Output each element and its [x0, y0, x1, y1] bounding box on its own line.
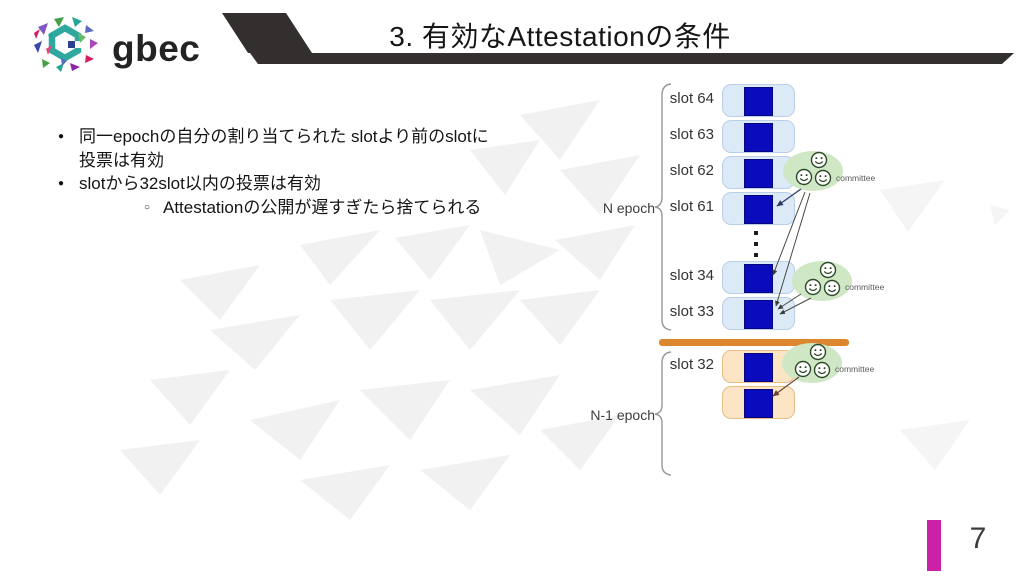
- slot-label-63: slot 63: [669, 126, 714, 143]
- sub-bullet-text: Attestationの公開が遅すぎたら捨てられる: [163, 197, 482, 217]
- epoch-n-1-label: N-1 epoch: [590, 407, 655, 423]
- title-banner: [222, 13, 1014, 64]
- gbec-logo-icon: [34, 17, 98, 72]
- smiley-icon: [810, 151, 828, 169]
- slot-block-62: [722, 156, 795, 189]
- bullet-item: ● slotから32slot以内の投票は有効: [58, 172, 598, 196]
- slot-label-32: slot 32: [669, 356, 714, 373]
- block-square: [744, 300, 773, 329]
- block-square: [744, 195, 773, 224]
- smiley-icon: [809, 343, 827, 361]
- epoch-n-label: N epoch: [602, 200, 655, 216]
- smiley-icon: [823, 279, 841, 297]
- bullet-marker: ●: [58, 178, 65, 189]
- slot-block-31: [722, 386, 795, 419]
- bullet-text: slotから32slot以内の投票は有効: [79, 174, 321, 193]
- page-number: 7: [969, 522, 987, 555]
- block-square: [744, 353, 773, 382]
- accent-bar: [927, 520, 941, 571]
- slot-label-62: slot 62: [669, 162, 714, 179]
- slot-block-64: [722, 84, 795, 117]
- bullet-list: ● 同一epochの自分の割り当てられた slotより前のslotに 投票は有効…: [58, 125, 598, 219]
- smiley-icon: [794, 360, 812, 378]
- slot-ellipsis-dot: [754, 231, 758, 235]
- slot-label-64: slot 64: [669, 90, 714, 107]
- block-square: [744, 264, 773, 293]
- sub-bullet-marker: ○: [144, 201, 151, 213]
- slot-ellipsis-dot: [754, 242, 758, 246]
- committee-label: committee: [845, 282, 885, 292]
- block-square: [744, 159, 773, 188]
- committee-group-3: [782, 343, 842, 383]
- slot-block-33: [722, 297, 795, 330]
- smiley-icon: [814, 169, 832, 187]
- sub-bullet-item: ○ Attestationの公開が遅すぎたら捨てられる: [144, 196, 598, 220]
- slot-block-63: [722, 120, 795, 153]
- slot-block-61: [722, 192, 795, 225]
- bullet-item: ● 同一epochの自分の割り当てられた slotより前のslotに 投票は有効: [58, 125, 598, 172]
- page-title: 3. 有効なAttestationの条件: [389, 21, 731, 52]
- smiley-icon: [813, 361, 831, 379]
- bullet-marker: ●: [58, 131, 65, 142]
- committee-label: committee: [835, 364, 875, 374]
- slot-label-33: slot 33: [669, 303, 714, 320]
- committee-group-1: [783, 151, 843, 191]
- slot-block-34: [722, 261, 795, 294]
- bullet-text: 同一epochの自分の割り当てられた slotより前のslotに 投票は有効: [79, 127, 489, 170]
- smiley-icon: [819, 261, 837, 279]
- block-square: [744, 389, 773, 418]
- block-square: [744, 87, 773, 116]
- block-square: [744, 123, 773, 152]
- slot-label-34: slot 34: [669, 267, 714, 284]
- epoch-divider: [659, 339, 849, 346]
- slot-label-61: slot 61: [669, 198, 714, 215]
- gbec-logo-text: gbec: [112, 27, 201, 69]
- slot-ellipsis-dot: [754, 253, 758, 257]
- smiley-icon: [804, 278, 822, 296]
- gbec-logo: gbec: [28, 12, 200, 74]
- committee-label: committee: [836, 173, 876, 183]
- smiley-icon: [795, 168, 813, 186]
- committee-group-2: [792, 261, 852, 301]
